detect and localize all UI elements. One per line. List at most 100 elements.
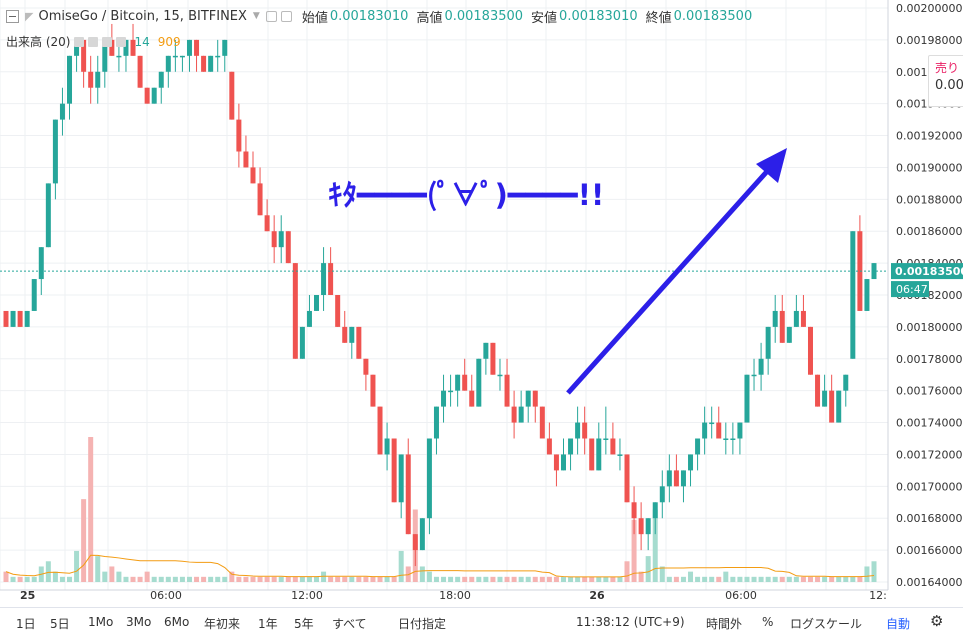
add-icon[interactable] [102,36,113,47]
high-value: 0.00183500 [444,8,524,24]
volume-bar [807,576,813,582]
gear-icon[interactable]: ⚙ [930,612,944,630]
volume-bar [299,576,305,582]
volume-bar [45,561,51,582]
collapse-icon[interactable] [6,9,19,23]
candle-body [822,390,828,407]
period-3mo[interactable]: 3Mo [126,615,152,629]
volume-bar [3,571,9,582]
candle-body [680,470,686,487]
volume-bar [596,576,602,582]
candle-body [596,438,602,471]
candle-body [631,502,637,519]
close-label: 終値 [645,10,672,26]
volume-bar [525,576,531,582]
volume-bar [109,566,115,582]
candle-body [575,422,581,439]
volume-bar [52,571,58,582]
time-tick-label: 12:00 [291,589,323,602]
sell-label[interactable]: 売り [935,61,960,75]
candle-body [3,310,9,327]
candle-body [201,55,207,72]
volume-bar [836,576,842,582]
period-6mo[interactable]: 6Mo [164,615,190,629]
candle-body [695,438,701,455]
volume-bar [194,576,200,582]
candle-body [321,263,327,295]
price-tick-label: 0.00166000 [896,544,962,557]
candle-body [342,326,348,343]
auto-scale-toggle[interactable]: 自動 [886,617,911,631]
candle-body [278,231,284,248]
candle-body [441,390,447,407]
volume-bar [419,566,425,582]
period-1d[interactable]: 1日 [16,617,36,631]
candle-body [673,470,679,487]
candle-body [483,342,489,359]
price-tick-label: 0.00178000 [896,353,962,366]
candle-body [328,263,334,295]
sell-box[interactable]: 売り 0.00 [928,55,963,107]
eye-icon[interactable] [74,36,85,47]
volume-bar [88,437,94,582]
volume-bar [850,576,856,582]
goto-date-button[interactable]: 日付指定 [398,617,447,631]
volume-bar [631,519,637,582]
settings-icon[interactable] [88,36,99,47]
period-5d[interactable]: 5日 [50,617,70,631]
volume-bar [17,576,23,582]
symbol-title[interactable]: OmiseGo / Bitcoin, 15, BITFINEX [38,8,247,24]
chart-header: ◤ OmiseGo / Bitcoin, 15, BITFINEX ▼ 始値 0… [6,6,752,26]
volume-bar [306,576,312,582]
volume-bar [264,576,270,582]
log-scale-toggle[interactable]: ログスケール [790,617,863,631]
volume-bar [208,576,214,582]
candle-body [10,310,16,327]
low-label: 安値 [531,10,558,26]
volume-bar [779,576,785,582]
volume-bar [744,576,750,582]
volume-bar [172,576,178,582]
period-5y[interactable]: 5年 [294,617,314,631]
period-ytd[interactable]: 年初来 [204,617,241,631]
volume-bar [342,576,348,582]
flag-icon[interactable]: ◤ [25,9,34,23]
candle-body [426,438,432,519]
sell-price: 0.00 [935,78,963,93]
volume-bar [476,576,482,582]
period-1y[interactable]: 1年 [258,617,278,631]
percent-toggle[interactable]: % [762,615,774,629]
dropdown-arrow-icon[interactable]: ▼ [252,11,260,21]
volume-bar [123,576,129,582]
period-all[interactable]: すべて [332,617,367,631]
volume-bar [377,576,383,582]
volume-bar [603,576,609,582]
volume-bar [659,566,665,582]
volume-label[interactable]: 出来高 (20) [6,35,71,49]
volume-bar [426,571,432,582]
price-tick-label: 0.00180000 [896,321,962,334]
candle-body [610,438,616,455]
candle-body [186,39,192,56]
candle-body [356,326,362,359]
volume-bar [497,576,503,582]
candle-body [250,167,256,184]
extended-hours-toggle[interactable]: 時間外 [706,617,743,631]
volume-bar [462,576,468,582]
clock-display[interactable]: 11:38:12 (UTC+9) [576,615,685,629]
settings-icon[interactable] [280,10,292,22]
candle-body [17,310,23,327]
candle-body [723,438,729,440]
volume-bar [539,576,545,582]
candle-body [165,55,171,72]
close-icon[interactable] [116,36,127,47]
candle-body [765,326,771,359]
volume-ma-line [5,554,875,578]
candle-body [546,438,552,455]
volume-bar [158,576,164,582]
eye-icon[interactable] [265,10,277,22]
period-1mo[interactable]: 1Mo [88,615,114,629]
candle-body [864,279,870,311]
candle-body [525,390,531,407]
